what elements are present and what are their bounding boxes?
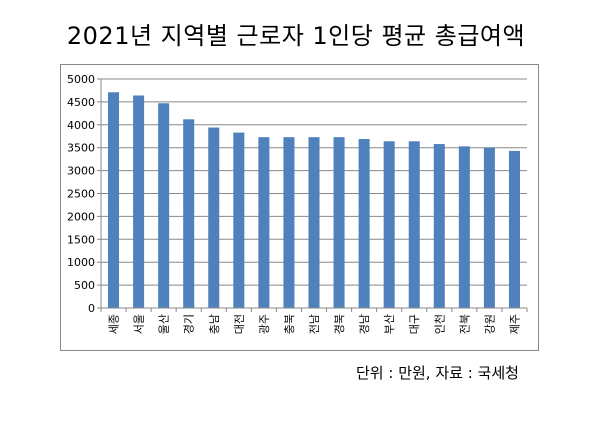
chart-title: 2021년 지역별 근로자 1인당 평균 총급여액 bbox=[66, 22, 526, 50]
x-tick-label: 강원 bbox=[483, 314, 496, 334]
bar-전남 bbox=[308, 137, 320, 308]
x-tick-label: 제주 bbox=[508, 314, 521, 334]
x-tick-label: 서울 bbox=[133, 314, 146, 334]
y-tick-label: 2000 bbox=[67, 210, 95, 223]
x-tick-label: 경북 bbox=[333, 314, 346, 334]
y-tick-label: 1500 bbox=[67, 233, 95, 246]
bar-경기 bbox=[183, 119, 195, 308]
bar-대구 bbox=[408, 141, 420, 308]
x-tick-label: 대전 bbox=[233, 314, 246, 334]
y-tick-label: 3000 bbox=[67, 165, 95, 178]
x-tick-label: 인천 bbox=[432, 314, 446, 334]
bar-전북 bbox=[458, 146, 470, 308]
bar-세종 bbox=[108, 92, 120, 308]
x-tick-label: 대구 bbox=[408, 314, 421, 334]
axes bbox=[97, 78, 528, 312]
bar-충남 bbox=[208, 127, 220, 308]
bar-충북 bbox=[283, 137, 295, 308]
x-tick-labels: 세종 서울 울산 경기 충남 대전 광주 충북 전남 경북 경남 부산 대구 인천 전북 강원 제주 bbox=[108, 314, 522, 334]
bar-대전 bbox=[233, 132, 245, 308]
bar-경남 bbox=[358, 138, 370, 308]
y-tick-label: 2500 bbox=[67, 188, 95, 201]
y-tick-label: 500 bbox=[74, 279, 95, 292]
y-tick-label: 0 bbox=[88, 302, 95, 315]
x-tick-label: 충북 bbox=[283, 314, 296, 334]
bar-인천 bbox=[433, 144, 445, 308]
bar-경북 bbox=[333, 137, 345, 308]
bar-서울 bbox=[133, 95, 145, 308]
x-tick-label: 전북 bbox=[458, 314, 471, 334]
source-note: 단위 : 만원, 자료 : 국세청 bbox=[356, 364, 519, 382]
y-tick-label: 5000 bbox=[67, 73, 95, 86]
x-tick-label: 광주 bbox=[258, 314, 271, 334]
x-tick-label: 전남 bbox=[308, 314, 321, 334]
x-tick-label: 충남 bbox=[208, 314, 221, 334]
y-tick-label: 3500 bbox=[67, 142, 95, 155]
y-tick-label: 4000 bbox=[67, 119, 95, 132]
y-tick-labels: 0 500 1000 1500 2000 2500 3000 3500 4000 4500 5000 bbox=[67, 73, 95, 315]
bar-울산 bbox=[158, 103, 170, 308]
x-tick-label: 부산 bbox=[383, 314, 396, 334]
bar-부산 bbox=[383, 141, 395, 308]
x-tick-label: 세종 bbox=[108, 314, 121, 334]
bars bbox=[108, 92, 520, 308]
y-tick-label: 1000 bbox=[67, 256, 95, 269]
x-tick-label: 경기 bbox=[183, 314, 196, 334]
x-tick-label: 경남 bbox=[358, 314, 371, 334]
bar-강원 bbox=[483, 147, 495, 308]
bar-광주 bbox=[258, 137, 270, 308]
x-tick-label: 울산 bbox=[158, 314, 171, 334]
y-tick-label: 4500 bbox=[67, 96, 95, 109]
bar-제주 bbox=[508, 150, 520, 308]
